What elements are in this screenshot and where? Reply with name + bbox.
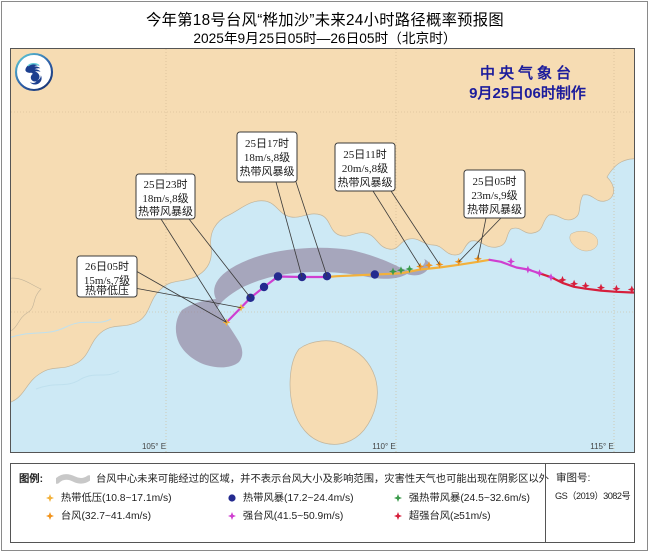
svg-text:热带风暴级: 热带风暴级 [467, 203, 522, 216]
svg-text:25日23时: 25日23时 [144, 178, 188, 191]
svg-text:23m/s,9级: 23m/s,9级 [471, 189, 517, 202]
svg-text:18m/s,8级: 18m/s,8级 [244, 151, 290, 164]
svg-text:26日05时: 26日05时 [85, 260, 129, 273]
svg-text:25日17时: 25日17时 [245, 137, 289, 150]
svg-text:热带风暴级: 热带风暴级 [240, 165, 295, 178]
svg-text:25日05时: 25日05时 [473, 175, 517, 188]
svg-text:105° E: 105° E [142, 442, 166, 451]
svg-text:115° E: 115° E [590, 442, 614, 451]
svg-text:18m/s,8级: 18m/s,8级 [142, 192, 188, 205]
svg-text:110° E: 110° E [372, 442, 396, 451]
svg-text:25日11时: 25日11时 [343, 148, 387, 161]
svg-text:20m/s,8级: 20m/s,8级 [342, 162, 388, 175]
svg-text:热带风暴级: 热带风暴级 [138, 205, 193, 218]
svg-text:热带风暴级: 热带风暴级 [338, 176, 393, 189]
svg-text:热带低压: 热带低压 [85, 284, 129, 297]
